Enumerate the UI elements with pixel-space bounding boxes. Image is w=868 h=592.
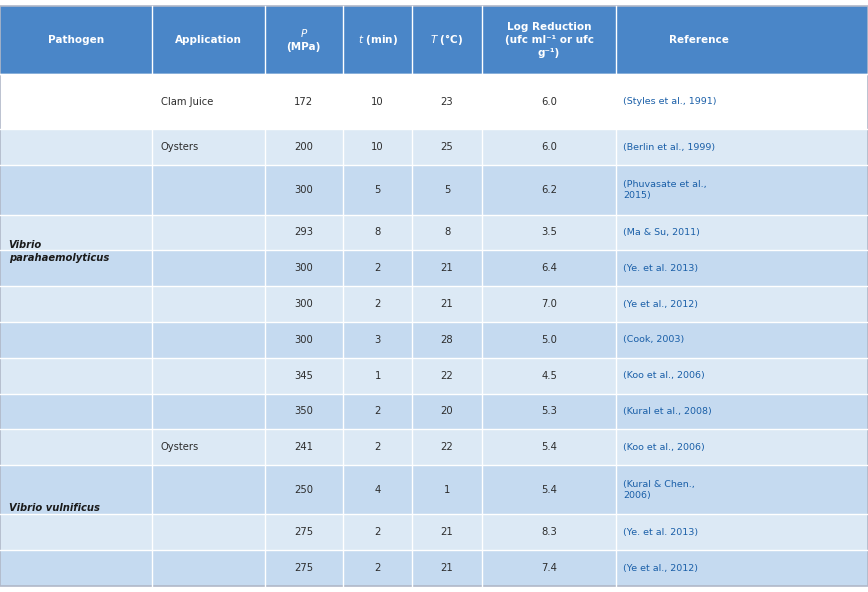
Text: 2: 2 [374,299,381,309]
Text: 6.2: 6.2 [541,185,557,195]
Text: 5.0: 5.0 [541,335,557,345]
Text: 2: 2 [374,263,381,274]
Text: 300: 300 [294,335,313,345]
Text: 21: 21 [441,299,453,309]
Text: 23: 23 [441,96,453,107]
Text: (Ye et al., 2012): (Ye et al., 2012) [623,564,698,572]
Bar [0,130,868,165]
Text: (Kural & Chen.,
2006): (Kural & Chen., 2006) [623,480,695,500]
Text: 7.0: 7.0 [541,299,557,309]
Bar [0,165,868,214]
Text: 8.3: 8.3 [541,527,557,538]
Text: 25: 25 [441,142,453,152]
Text: 6.0: 6.0 [541,142,557,152]
Text: 1: 1 [374,371,381,381]
Bar [0,250,868,286]
Text: 345: 345 [294,371,313,381]
Text: Oysters: Oysters [161,142,199,152]
Text: Vibrio
parahaemolyticus: Vibrio parahaemolyticus [9,240,109,263]
Text: Pathogen: Pathogen [48,35,104,45]
Text: 2: 2 [374,563,381,573]
Bar [0,214,868,250]
Text: $\mathit{t}$ (min): $\mathit{t}$ (min) [358,33,398,47]
Text: 293: 293 [294,227,313,237]
Bar [0,358,868,394]
Text: 21: 21 [441,563,453,573]
Text: (Kural et al., 2008): (Kural et al., 2008) [623,407,712,416]
Text: (Cook, 2003): (Cook, 2003) [623,335,685,345]
Text: 21: 21 [441,527,453,538]
Bar [0,322,868,358]
Text: 10: 10 [372,142,384,152]
Text: 1: 1 [444,485,450,495]
Bar [0,465,868,514]
Text: (Koo et al., 2006): (Koo et al., 2006) [623,371,705,380]
Text: Clam Juice: Clam Juice [161,96,213,107]
Text: 6.0: 6.0 [541,96,557,107]
Text: (Ye. et al. 2013): (Ye. et al. 2013) [623,263,699,273]
Text: (Styles et al., 1991): (Styles et al., 1991) [623,97,717,106]
Text: (Ma & Su, 2011): (Ma & Su, 2011) [623,228,700,237]
Text: 2: 2 [374,527,381,538]
Text: 5.4: 5.4 [541,485,557,495]
Bar [0,551,868,586]
Text: 275: 275 [294,527,313,538]
Text: 22: 22 [441,442,453,452]
Text: 6.4: 6.4 [541,263,557,274]
Text: 5.3: 5.3 [541,407,557,416]
Text: 2: 2 [374,442,381,452]
Text: 3.5: 3.5 [541,227,557,237]
Text: 241: 241 [294,442,313,452]
Text: $\mathit{P}$
(MPa): $\mathit{P}$ (MPa) [286,27,321,52]
Text: 300: 300 [294,185,313,195]
Text: 21: 21 [441,263,453,274]
Text: 3: 3 [374,335,381,345]
Bar [0,6,868,74]
Text: (Berlin et al., 1999): (Berlin et al., 1999) [623,143,715,152]
Bar [0,514,868,551]
Text: 20: 20 [441,407,453,416]
Text: Oysters: Oysters [161,442,199,452]
Text: 300: 300 [294,299,313,309]
Text: 200: 200 [294,142,313,152]
Text: 8: 8 [374,227,381,237]
Text: 4: 4 [374,485,381,495]
Text: 5: 5 [374,185,381,195]
Text: 5.4: 5.4 [541,442,557,452]
Text: (Phuvasate et al.,
2015): (Phuvasate et al., 2015) [623,179,707,200]
Text: 8: 8 [444,227,450,237]
Text: 2: 2 [374,407,381,416]
Text: (Ye et al., 2012): (Ye et al., 2012) [623,300,698,308]
Text: Log Reduction
(ufc ml⁻¹ or ufc
g⁻¹): Log Reduction (ufc ml⁻¹ or ufc g⁻¹) [504,22,594,57]
Text: 300: 300 [294,263,313,274]
Text: $\mathit{T}$ (°C): $\mathit{T}$ (°C) [431,33,464,47]
Text: 7.4: 7.4 [541,563,557,573]
Bar [0,429,868,465]
Text: Application: Application [174,35,242,45]
Bar [0,286,868,322]
Text: (Ye. et al. 2013): (Ye. et al. 2013) [623,528,699,537]
Bar [0,74,868,130]
Text: 4.5: 4.5 [541,371,557,381]
Text: 22: 22 [441,371,453,381]
Text: 275: 275 [294,563,313,573]
Text: 28: 28 [441,335,453,345]
Text: Vibrio vulnificus: Vibrio vulnificus [9,503,100,513]
Text: 10: 10 [372,96,384,107]
Text: 5: 5 [444,185,450,195]
Text: (Koo et al., 2006): (Koo et al., 2006) [623,443,705,452]
Text: 172: 172 [294,96,313,107]
Text: Reference: Reference [669,35,728,45]
Text: 250: 250 [294,485,313,495]
Bar [0,394,868,429]
Text: 350: 350 [294,407,313,416]
